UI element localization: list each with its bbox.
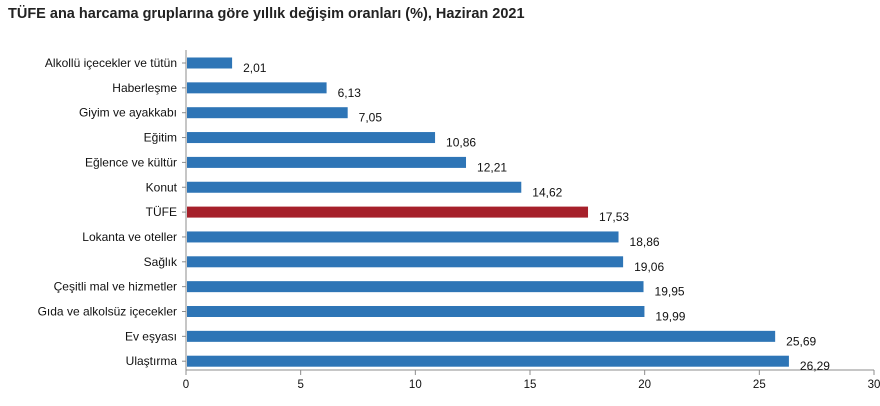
value-label: 6,13 — [338, 86, 362, 100]
x-tick-label: 10 — [409, 379, 422, 391]
bar — [187, 107, 348, 119]
bar — [187, 156, 467, 168]
value-label: 2,01 — [243, 61, 267, 75]
category-label: Haberleşme — [112, 81, 177, 95]
category-label: Eğitim — [144, 131, 177, 145]
x-tick-label: 20 — [638, 379, 651, 391]
category-label: Gıda ve alkolsüz içecekler — [38, 305, 177, 319]
bar — [187, 231, 619, 243]
value-label: 19,99 — [655, 310, 685, 324]
value-label: 26,29 — [800, 359, 830, 373]
value-label: 18,86 — [630, 235, 660, 249]
value-label: 10,86 — [446, 136, 476, 150]
category-label: Giyim ve ayakkabı — [79, 106, 177, 120]
category-label: Sağlık — [144, 255, 178, 269]
bar — [187, 82, 327, 94]
x-tick-label: 5 — [297, 379, 303, 391]
category-label: Eğlence ve kültür — [85, 155, 177, 169]
bar — [187, 181, 522, 193]
value-label: 17,53 — [599, 210, 629, 224]
value-label: 25,69 — [786, 334, 816, 348]
bar — [187, 306, 645, 317]
category-label: Alkollü içecekler ve tütün — [45, 56, 177, 70]
value-label: 14,62 — [532, 185, 562, 199]
bar — [187, 132, 436, 144]
category-label: TÜFE — [146, 205, 177, 219]
category-label: Ulaştırma — [126, 354, 178, 368]
value-label: 19,06 — [634, 260, 664, 274]
x-tick-label: 0 — [183, 379, 189, 391]
bar — [187, 281, 644, 293]
value-label: 7,05 — [359, 111, 383, 125]
category-label: Lokanta ve oteller — [82, 230, 177, 244]
category-label: Ev eşyası — [125, 329, 177, 343]
bar — [187, 57, 233, 69]
bar — [187, 330, 776, 342]
value-label: 19,95 — [655, 285, 685, 299]
x-tick-label: 15 — [524, 379, 537, 391]
bar — [187, 355, 789, 367]
value-label: 12,21 — [477, 160, 507, 174]
x-tick-label: 25 — [753, 379, 766, 391]
bar — [187, 206, 589, 218]
chart-title: TÜFE ana harcama gruplarına göre yıllık … — [8, 6, 525, 22]
category-label: Çeşitli mal ve hizmetler — [54, 280, 177, 294]
x-tick-label: 30 — [868, 379, 880, 391]
category-label: Konut — [146, 180, 178, 194]
bar — [187, 256, 624, 268]
